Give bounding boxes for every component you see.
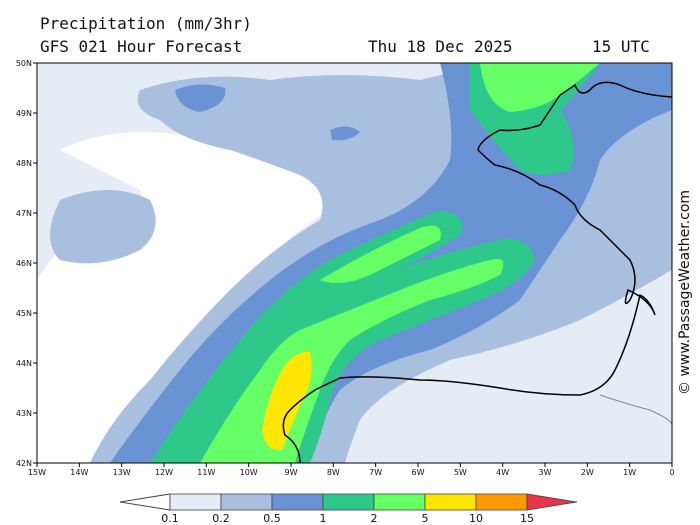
legend-swatch: [475, 493, 528, 511]
legend-right-arrow: [526, 493, 578, 511]
legend-label: 10: [469, 512, 483, 525]
legend-label: 1: [320, 512, 327, 525]
precipitation-legend: 0.1 0.2 0.5 1 2 5 10 15: [119, 493, 578, 525]
legend-swatch: [220, 493, 273, 511]
legend-swatch: [271, 493, 324, 511]
lat-label: 47N: [16, 209, 32, 218]
legend-label: 0.1: [161, 512, 179, 525]
lon-label: 1W: [623, 468, 636, 477]
credit-text: © www.PassageWeather.com: [677, 190, 693, 395]
lat-label: 44N: [16, 359, 32, 368]
lon-label: 10W: [240, 468, 258, 477]
forecast-subtitle: GFS 021 Hour Forecast: [40, 37, 243, 56]
legend-label: 2: [371, 512, 378, 525]
lat-label: 46N: [16, 259, 32, 268]
lat-label: 50N: [16, 59, 32, 68]
lon-label: 14W: [70, 468, 88, 477]
precipitation-field: [37, 63, 672, 463]
lat-label: 48N: [16, 159, 32, 168]
longitude-axis: 15W 14W 13W 12W 11W 10W 9W 8W 7W 6W 5W 4W 3W 2W 1W 0: [28, 463, 675, 477]
latitude-axis: 50N 49N 48N 47N 46N 45N 44N 43N 42N: [16, 59, 37, 468]
legend-swatch: [424, 493, 477, 511]
lon-label: 12W: [155, 468, 173, 477]
legend-label: 0.5: [263, 512, 281, 525]
lon-label: 5W: [454, 468, 467, 477]
legend-label: 5: [422, 512, 429, 525]
lon-label: 0: [669, 468, 674, 477]
lon-label: 9W: [285, 468, 298, 477]
lon-label: 6W: [412, 468, 425, 477]
legend-left-arrow: [119, 493, 171, 511]
lon-label: 15W: [28, 468, 46, 477]
coastline: [282, 81, 672, 463]
lon-label: 3W: [539, 468, 552, 477]
lon-label: 13W: [113, 468, 131, 477]
lon-label: 7W: [369, 468, 382, 477]
credit-watermark: © www.PassageWeather.com: [677, 190, 693, 395]
lon-label: 8W: [327, 468, 340, 477]
forecast-time: 15 UTC: [592, 37, 650, 56]
lat-label: 45N: [16, 309, 32, 318]
legend-label: 0.2: [212, 512, 230, 525]
legend-swatch: [322, 493, 375, 511]
lon-label: 2W: [581, 468, 594, 477]
forecast-date: Thu 18 Dec 2025: [368, 37, 513, 56]
lat-label: 43N: [16, 409, 32, 418]
legend-label: 15: [520, 512, 534, 525]
lat-label: 42N: [16, 459, 32, 468]
lat-label: 49N: [16, 109, 32, 118]
lon-label: 11W: [197, 468, 215, 477]
map-title: Precipitation (mm/3hr): [40, 14, 252, 33]
legend-swatch: [373, 493, 426, 511]
legend-swatch: [169, 493, 222, 511]
lon-label: 4W: [496, 468, 509, 477]
